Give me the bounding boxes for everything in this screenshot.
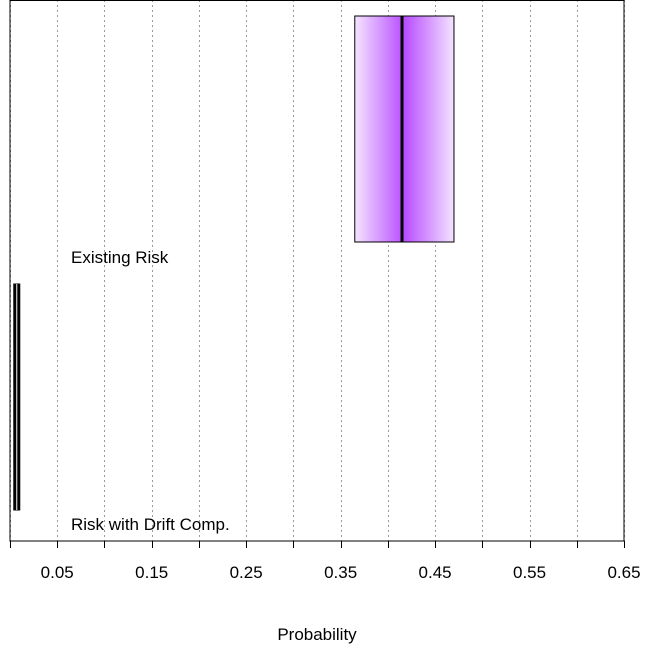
x-tick-label: 0.05 — [41, 563, 74, 582]
series-label: Risk with Drift Comp. — [71, 515, 230, 534]
box-existing-risk — [354, 15, 455, 243]
x-tick-label: 0.65 — [607, 563, 640, 582]
x-axis-tick-labels: 0.05 0.15 0.25 0.35 0.45 0.55 0.65 — [41, 563, 641, 582]
box-iqr — [354, 15, 455, 243]
grid-lines — [10, 0, 625, 541]
x-axis-ticks — [10, 541, 625, 548]
x-tick-label: 0.45 — [419, 563, 452, 582]
series-label: Existing Risk — [71, 248, 169, 267]
x-axis-label: Probability — [277, 625, 357, 644]
boxes — [13, 15, 455, 511]
plot-frame — [9, 0, 625, 542]
x-tick-label: 0.15 — [135, 563, 168, 582]
x-tick-label: 0.55 — [513, 563, 546, 582]
x-tick-label: 0.35 — [324, 563, 357, 582]
box-risk-with-drift-comp — [13, 283, 21, 511]
series-labels: Existing Risk Risk with Drift Comp. — [71, 248, 230, 534]
x-tick-label: 0.25 — [230, 563, 263, 582]
